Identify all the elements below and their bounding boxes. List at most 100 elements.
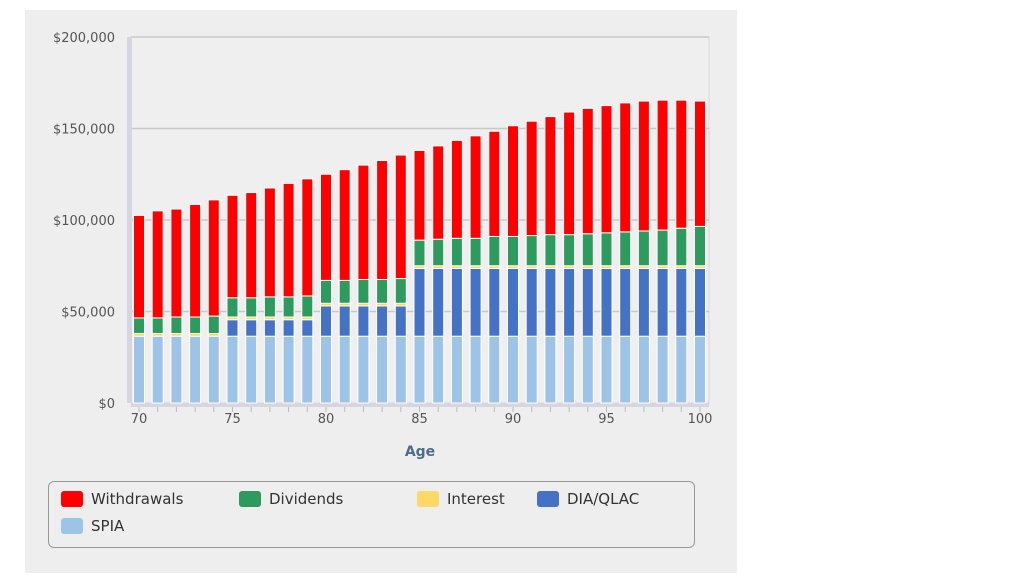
bar-dividends-78	[282, 296, 295, 318]
bar-dia-qlac-93	[563, 267, 576, 337]
bar-dia-qlac-76	[245, 319, 258, 337]
bar-dividends-87	[450, 237, 463, 267]
bar-spia-86	[432, 335, 445, 404]
bar-dividends-95	[600, 232, 613, 267]
bar-dividends-97	[637, 230, 650, 267]
bar-dia-qlac-92	[544, 267, 557, 337]
bar-dividends-77	[263, 296, 276, 318]
legend-item-withdrawals[interactable]: Withdrawals	[61, 490, 183, 508]
bar-dividends-89	[488, 235, 501, 267]
bar-dia-qlac-84	[394, 305, 407, 337]
bar-spia-78	[282, 335, 295, 404]
bar-spia-88	[469, 335, 482, 404]
y-tick-label: $50,000	[61, 306, 115, 321]
bar-dividends-91	[525, 235, 538, 267]
bar-spia-74	[207, 335, 220, 404]
y-tick-label: $150,000	[53, 123, 115, 138]
bar-withdrawals-82	[357, 164, 370, 280]
legend-swatch	[61, 491, 83, 507]
y-tick-label: $0	[98, 397, 115, 412]
bar-withdrawals-85	[413, 149, 426, 241]
bar-withdrawals-89	[488, 130, 501, 237]
x-tick-label: 70	[131, 412, 148, 427]
bar-dividends-82	[357, 278, 370, 304]
x-tick-label: 95	[598, 412, 615, 427]
bar-withdrawals-72	[170, 208, 183, 318]
bar-withdrawals-92	[544, 116, 557, 236]
legend-item-dividends[interactable]: Dividends	[239, 490, 343, 508]
bar-dividends-90	[507, 235, 519, 267]
bar-withdrawals-95	[600, 105, 613, 234]
bar-dividends-79	[301, 295, 314, 318]
bar-spia-100	[694, 335, 706, 404]
bar-spia-72	[170, 335, 183, 404]
bar-dividends-83	[376, 278, 389, 304]
bar-dividends-71	[151, 317, 164, 334]
x-tick-label: 85	[411, 412, 428, 427]
bar-dia-qlac-78	[282, 319, 295, 337]
bar-spia-96	[619, 335, 632, 404]
x-tick-label: 75	[224, 412, 241, 427]
bar-dividends-94	[581, 233, 594, 267]
bar-dia-qlac-85	[413, 267, 426, 337]
bar-withdrawals-77	[263, 187, 276, 298]
bar-withdrawals-90	[507, 125, 519, 237]
bar-dividends-96	[619, 231, 632, 267]
legend-item-interest[interactable]: Interest	[417, 490, 505, 508]
y-tick-label: $200,000	[53, 31, 115, 46]
bar-dividends-100	[694, 225, 706, 267]
bar-dia-qlac-99	[675, 267, 688, 337]
legend-item-spia[interactable]: SPIA	[61, 517, 124, 535]
bar-dia-qlac-87	[450, 267, 463, 337]
bar-spia-70	[133, 335, 145, 404]
bar-withdrawals-96	[619, 102, 632, 233]
bar-spia-97	[637, 335, 650, 404]
bar-spia-84	[394, 335, 407, 404]
bar-withdrawals-88	[469, 135, 482, 239]
bar-dividends-86	[432, 238, 445, 267]
bar-dia-qlac-96	[619, 267, 632, 337]
bar-withdrawals-97	[637, 100, 650, 232]
legend-label: Withdrawals	[91, 490, 184, 508]
bar-dia-qlac-75	[226, 319, 239, 337]
bar-dia-qlac-94	[581, 267, 594, 337]
bar-dividends-92	[544, 234, 557, 267]
legend-swatch	[537, 491, 559, 507]
bar-dividends-93	[563, 234, 576, 267]
bar-spia-94	[581, 335, 594, 404]
bar-spia-71	[151, 335, 164, 404]
bar-dia-qlac-97	[637, 267, 650, 337]
bar-dia-qlac-100	[694, 267, 706, 337]
y-tick-label: $100,000	[53, 214, 115, 229]
bar-withdrawals-80	[320, 173, 332, 281]
legend-label: DIA/QLAC	[567, 490, 640, 508]
x-tick-label: 80	[318, 412, 335, 427]
bar-withdrawals-87	[450, 139, 463, 239]
bar-withdrawals-73	[189, 203, 202, 318]
bar-dividends-73	[189, 316, 202, 334]
bar-dividends-98	[656, 229, 669, 267]
bar-dia-qlac-88	[469, 267, 482, 337]
legend-item-dia-qlac[interactable]: DIA/QLAC	[537, 490, 639, 508]
bar-spia-89	[488, 335, 501, 404]
legend: Withdrawals Dividends Interest DIA/QLAC SPIA	[48, 481, 695, 548]
bar-withdrawals-94	[581, 107, 594, 235]
bar-spia-80	[320, 335, 332, 404]
bar-withdrawals-76	[245, 192, 258, 299]
bar-dia-qlac-82	[357, 305, 370, 337]
bar-spia-83	[376, 335, 389, 404]
bar-withdrawals-79	[301, 178, 314, 297]
bar-spia-73	[189, 335, 202, 404]
legend-swatch	[61, 518, 83, 534]
y-axis-line	[127, 37, 132, 403]
legend-label: SPIA	[91, 517, 125, 535]
bar-withdrawals-71	[151, 210, 164, 319]
bar-spia-92	[544, 335, 557, 404]
bar-spia-79	[301, 335, 314, 404]
bar-withdrawals-84	[394, 154, 407, 280]
bar-dia-qlac-91	[525, 267, 538, 337]
bar-dia-qlac-80	[320, 305, 332, 337]
bar-dia-qlac-90	[507, 267, 519, 337]
bar-dividends-75	[226, 297, 239, 318]
